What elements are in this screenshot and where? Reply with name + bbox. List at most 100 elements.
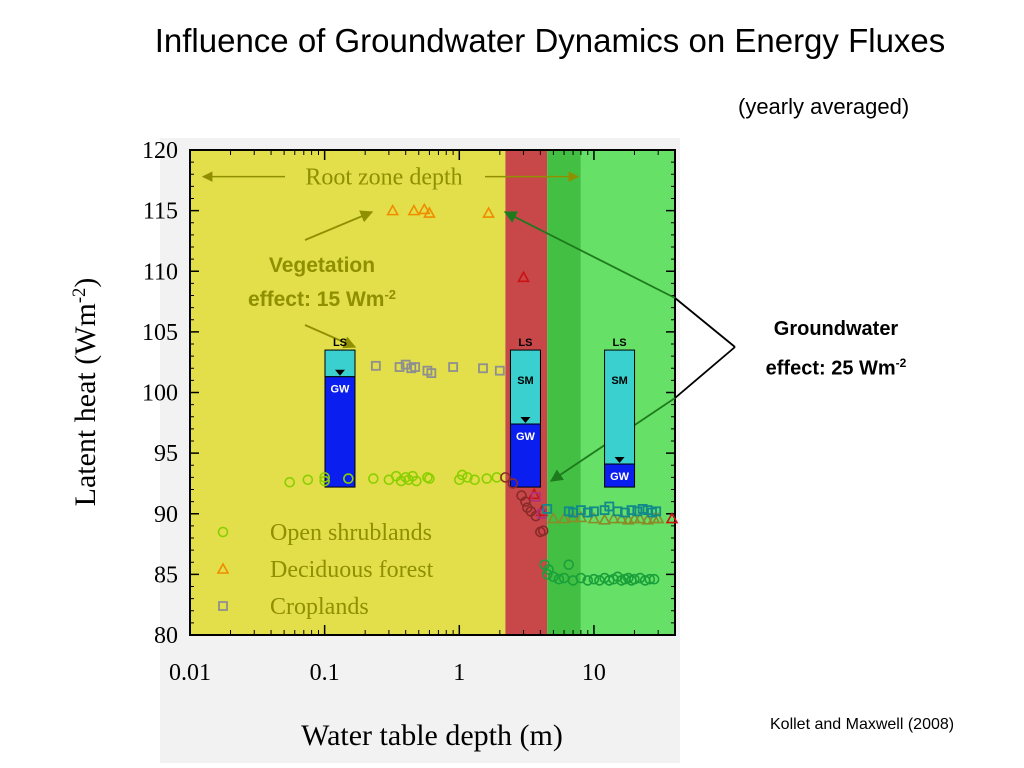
- x-tick-label: 1: [453, 660, 465, 686]
- slide-title: Influence of Groundwater Dynamics on Ene…: [154, 22, 946, 59]
- data-point: [553, 573, 565, 585]
- data-point: [588, 573, 600, 585]
- data-point: [319, 472, 330, 483]
- data-point: [517, 270, 530, 283]
- data-point: [641, 513, 654, 525]
- data-point: [411, 475, 422, 487]
- data-point: [537, 525, 549, 537]
- data-point: [575, 505, 586, 516]
- data-point: [535, 504, 549, 517]
- data-point: [481, 473, 493, 484]
- data-point: [633, 511, 647, 524]
- data-point: [370, 360, 381, 371]
- data-point: [582, 575, 594, 586]
- data-point: [607, 511, 620, 524]
- groundwater-label: GW: [516, 431, 536, 443]
- soil-columns: LS GW LS SM GW LS SM GW: [324, 337, 636, 488]
- water-table-marker: [520, 417, 531, 424]
- data-points: [284, 202, 679, 586]
- data-point: [456, 469, 468, 481]
- groundwater-note-line2: effect: 25 Wm-2: [738, 346, 934, 386]
- legend-label: Croplands: [270, 594, 369, 620]
- vegetation-note-line2: effect: 15 Wm-2: [248, 287, 396, 312]
- data-point: [651, 511, 665, 524]
- data-point: [426, 368, 437, 379]
- data-point: [400, 472, 412, 483]
- y-tick-label: 115: [143, 199, 178, 225]
- legend-marker: [217, 526, 229, 538]
- data-point: [482, 206, 495, 218]
- data-point: [582, 507, 593, 518]
- data-point: [665, 511, 679, 524]
- data-point: [284, 476, 295, 488]
- data-point: [530, 491, 541, 502]
- data-point: [557, 511, 571, 524]
- data-point: [424, 473, 435, 484]
- data-point: [651, 506, 662, 517]
- data-point: [478, 363, 488, 374]
- y-tick-label: 120: [142, 138, 178, 164]
- y-tick-label: 90: [154, 502, 178, 528]
- x-tick-label: 0.01: [169, 660, 211, 686]
- data-point: [368, 473, 379, 484]
- data-point: [603, 575, 615, 586]
- data-point: [520, 496, 531, 507]
- water-table-marker: [334, 369, 345, 376]
- data-point: [543, 564, 554, 575]
- data-point: [343, 473, 354, 484]
- soil-moisture-layer: [604, 349, 636, 465]
- legend: Open shrublands Deciduous forest Croplands: [216, 520, 434, 620]
- data-point: [648, 573, 660, 585]
- groundwater-label: GW: [331, 384, 351, 396]
- root-zone-label: Root zone depth: [305, 165, 462, 191]
- data-point: [598, 513, 611, 525]
- data-point: [423, 206, 436, 218]
- groundwater-bracket-lower: [674, 346, 736, 399]
- annotations: Root zone depth Vegetation effect: 15 Wm-2: [201, 165, 736, 482]
- column-intermediate: LS SM GW: [509, 337, 541, 488]
- data-point: [589, 506, 599, 517]
- vegetation-arrow-down: [304, 324, 357, 349]
- groundwater-layer: [604, 463, 636, 488]
- column-shallow-root: LS GW: [324, 337, 356, 488]
- data-point: [417, 202, 431, 215]
- vegetation-note-line1: Vegetation: [269, 254, 375, 277]
- data-point: [547, 511, 560, 524]
- data-point: [629, 573, 640, 585]
- data-point: [319, 475, 330, 487]
- y-tick-label: 105: [142, 320, 178, 346]
- groundwater-arrow-upper: [503, 211, 676, 299]
- data-point: [634, 572, 646, 584]
- x-tick-label: 0.1: [310, 660, 340, 686]
- soil-moisture-layer: [509, 349, 541, 425]
- land-surface-label: LS: [333, 337, 347, 349]
- legend-marker: [218, 601, 228, 611]
- y-tick-label: 85: [154, 562, 178, 588]
- data-point: [469, 474, 480, 486]
- data-point: [575, 572, 587, 584]
- data-point: [448, 362, 459, 372]
- data-point: [587, 511, 601, 524]
- data-point: [548, 571, 559, 583]
- data-point: [644, 573, 656, 585]
- land-surface-label: LS: [518, 337, 532, 349]
- data-point: [542, 503, 553, 514]
- groundwater-layer: [324, 376, 356, 488]
- data-point: [626, 505, 637, 516]
- water-table-marker: [614, 457, 625, 464]
- legend-label: Open shrublands: [270, 520, 432, 546]
- y-axis-label: Latent heat (Wm-2): [69, 278, 103, 507]
- y-tick-label: 100: [142, 381, 178, 407]
- data-point: [422, 472, 433, 483]
- slide-subtitle: (yearly averaged): [738, 94, 910, 119]
- y-tick-label: 80: [154, 623, 178, 649]
- groundwater-bracket-upper: [674, 297, 736, 348]
- legend-marker: [216, 562, 230, 574]
- x-axis-label: Water table depth (m): [301, 719, 563, 752]
- groundwater-layer: [509, 423, 541, 488]
- data-point: [494, 365, 505, 376]
- data-point: [541, 569, 553, 580]
- column-deep: LS SM GW: [604, 337, 636, 488]
